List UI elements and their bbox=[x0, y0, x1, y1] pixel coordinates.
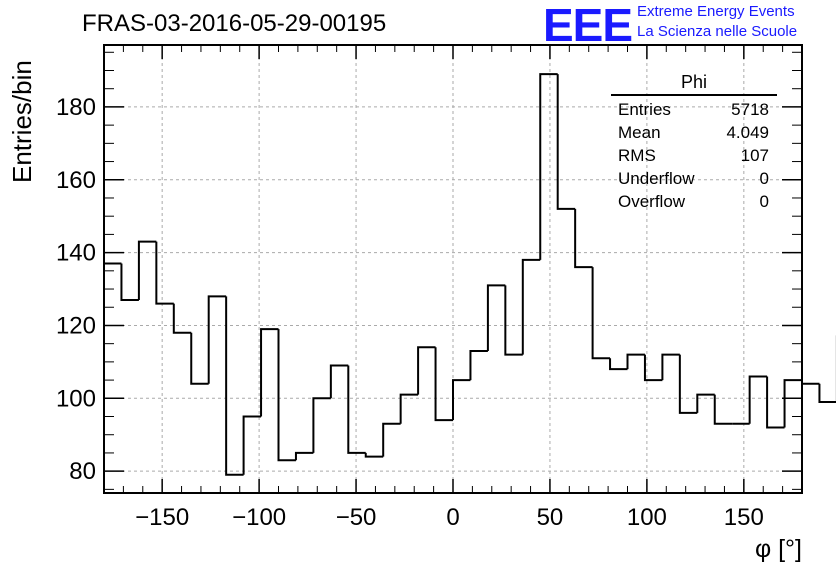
histogram-bin bbox=[207, 295, 227, 384]
histogram-bin bbox=[312, 397, 331, 453]
chart-title: FRAS-03-2016-05-29-00195 bbox=[82, 10, 387, 37]
x-tick-label: 100 bbox=[627, 504, 667, 531]
histogram-bin bbox=[486, 284, 506, 351]
logo-line-1: Extreme Energy Events bbox=[637, 3, 795, 20]
histogram-bin bbox=[452, 379, 471, 421]
x-tick-label: 0 bbox=[446, 504, 459, 531]
histogram-bin bbox=[469, 349, 488, 381]
y-tick-label: 80 bbox=[69, 458, 96, 485]
x-tick-label: −100 bbox=[232, 504, 286, 531]
histogram-bin bbox=[661, 353, 680, 381]
y-axis-label: Entries/bin bbox=[7, 60, 37, 183]
stats-title: Phi bbox=[611, 72, 777, 96]
x-axis-label: φ [°] bbox=[754, 535, 802, 563]
x-tick-label: −50 bbox=[336, 504, 377, 531]
stat-row-rms: RMS 107 bbox=[611, 144, 777, 167]
histogram-bin bbox=[434, 347, 453, 422]
y-tick-label: 140 bbox=[56, 240, 96, 267]
axis-ticks bbox=[103, 45, 803, 493]
histogram-bin bbox=[347, 365, 366, 454]
stat-row-entries: Entries 5718 bbox=[611, 98, 777, 121]
histogram-bin bbox=[277, 329, 296, 462]
stat-value: 0 bbox=[759, 192, 769, 211]
histogram-bin bbox=[504, 285, 523, 356]
eee-logo: EEE bbox=[543, 0, 633, 51]
stat-value: 107 bbox=[740, 146, 769, 165]
stat-label: Overflow bbox=[618, 192, 686, 211]
histogram-bin bbox=[521, 258, 541, 355]
stat-label: RMS bbox=[618, 146, 656, 165]
histogram-bin bbox=[417, 346, 436, 395]
histogram-bin bbox=[399, 393, 419, 424]
y-tick-label: 100 bbox=[56, 385, 96, 412]
histogram-bin bbox=[643, 354, 663, 382]
histogram-bin bbox=[539, 73, 558, 260]
histogram-bin bbox=[713, 394, 733, 425]
histogram-bin bbox=[696, 393, 715, 413]
stat-label: Entries bbox=[618, 100, 671, 119]
histogram-bin bbox=[678, 354, 698, 414]
y-tick-label: 160 bbox=[56, 167, 96, 194]
stat-label: Mean bbox=[618, 123, 661, 142]
stat-row-underflow: Underflow 0 bbox=[611, 167, 777, 190]
x-tick-label: −150 bbox=[135, 504, 189, 531]
x-tick-label: 50 bbox=[537, 504, 564, 531]
histogram-bin bbox=[626, 353, 645, 370]
stat-label: Underflow bbox=[618, 169, 695, 188]
tick-labels: −150 −100 −50 0 50 100 150 80 100 120 140 160 180 bbox=[56, 94, 764, 531]
histogram-bin bbox=[818, 383, 836, 403]
histogram-bin bbox=[364, 452, 384, 458]
y-tick-label: 120 bbox=[56, 312, 96, 339]
histogram-bin bbox=[242, 415, 262, 475]
histogram-bin bbox=[748, 375, 768, 424]
histogram-bin bbox=[556, 74, 576, 210]
histogram-bin bbox=[190, 332, 209, 385]
histogram-bin bbox=[574, 208, 593, 269]
histogram-bin bbox=[329, 364, 349, 399]
histogram-bin bbox=[155, 241, 174, 305]
histogram-bin bbox=[801, 380, 820, 385]
x-tick-label: 150 bbox=[724, 504, 764, 531]
stat-value: 0 bbox=[759, 169, 769, 188]
stat-value: 5718 bbox=[731, 100, 769, 119]
histogram-bin bbox=[294, 451, 314, 461]
histogram-series bbox=[104, 73, 836, 476]
histogram-bin bbox=[591, 267, 611, 360]
histogram-bin bbox=[783, 379, 802, 428]
histogram-bin bbox=[225, 296, 244, 476]
histogram-bin bbox=[609, 358, 628, 371]
histogram-bin bbox=[120, 263, 139, 301]
stat-value: 4.049 bbox=[726, 123, 769, 142]
stat-row-overflow: Overflow 0 bbox=[611, 190, 777, 213]
grid-lines bbox=[104, 45, 802, 493]
stats-box: Phi Entries 5718 Mean 4.049 RMS 107 Unde… bbox=[611, 72, 777, 213]
histogram-bin bbox=[382, 422, 401, 457]
logo-line-2: La Scienza nelle Scuole bbox=[637, 23, 798, 40]
stat-row-mean: Mean 4.049 bbox=[611, 121, 777, 144]
y-tick-label: 180 bbox=[56, 94, 96, 121]
histogram-bin bbox=[137, 240, 157, 300]
histogram-bin bbox=[766, 376, 785, 429]
histogram-bin bbox=[172, 303, 192, 334]
histogram-bin bbox=[260, 328, 279, 417]
